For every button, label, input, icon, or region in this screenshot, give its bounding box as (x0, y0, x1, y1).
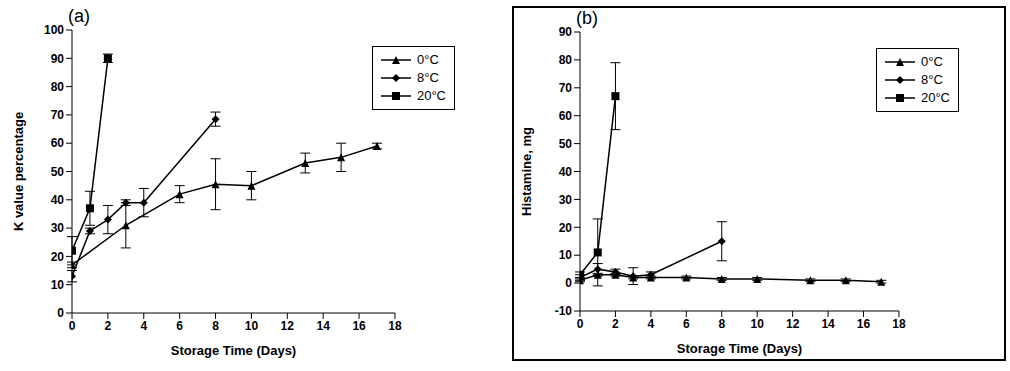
svg-text:70: 70 (559, 81, 573, 95)
svg-text:20: 20 (559, 221, 573, 235)
svg-text:8: 8 (212, 319, 219, 333)
html-text:0°C: 0°C (417, 52, 439, 67)
svg-text:Histamine, mg: Histamine, mg (519, 127, 534, 216)
svg-text:10: 10 (245, 319, 259, 333)
html-text:8°C: 8°C (921, 72, 943, 87)
svg-text:4: 4 (648, 317, 655, 331)
svg-text:4: 4 (140, 319, 147, 333)
svg-text:18: 18 (388, 319, 402, 333)
svg-text:0: 0 (577, 317, 584, 331)
svg-text:14: 14 (317, 319, 331, 333)
svg-text:12: 12 (281, 319, 295, 333)
svg-text:90: 90 (51, 52, 65, 66)
svg-text:0: 0 (57, 306, 64, 320)
svg-text:Storage Time (Days): Storage Time (Days) (677, 341, 802, 356)
svg-text:40: 40 (559, 165, 573, 179)
svg-text:100: 100 (44, 23, 64, 37)
svg-text:60: 60 (51, 136, 65, 150)
svg-text:6: 6 (683, 317, 690, 331)
svg-text:30: 30 (51, 221, 65, 235)
svg-text:60: 60 (559, 109, 573, 123)
svg-text:16: 16 (857, 317, 871, 331)
html-text:(a): (a) (68, 6, 90, 26)
svg-text:6: 6 (176, 319, 183, 333)
svg-text:0: 0 (69, 319, 76, 333)
html-text:0°C: 0°C (921, 54, 943, 69)
svg-text:16: 16 (352, 319, 366, 333)
svg-text:8: 8 (718, 317, 725, 331)
svg-text:18: 18 (892, 317, 906, 331)
svg-text:12: 12 (786, 317, 800, 331)
html-text:20°C: 20°C (921, 90, 950, 105)
html-text:(b): (b) (576, 8, 598, 28)
svg-text:80: 80 (51, 80, 65, 94)
svg-text:10: 10 (51, 278, 65, 292)
svg-text:10: 10 (559, 248, 573, 262)
svg-text:90: 90 (559, 25, 573, 39)
svg-text:40: 40 (51, 193, 65, 207)
svg-text:30: 30 (559, 193, 573, 207)
svg-text:50: 50 (559, 137, 573, 151)
svg-text:50: 50 (51, 165, 65, 179)
svg-text:10: 10 (751, 317, 765, 331)
html-text:20°C: 20°C (417, 88, 446, 103)
svg-text:K value percentage: K value percentage (11, 112, 26, 231)
svg-text:80: 80 (559, 53, 573, 67)
svg-text:70: 70 (51, 108, 65, 122)
svg-text:-10: -10 (555, 304, 573, 318)
svg-text:14: 14 (821, 317, 835, 331)
svg-text:2: 2 (105, 319, 112, 333)
svg-text:0: 0 (565, 276, 572, 290)
svg-text:2: 2 (612, 317, 619, 331)
html-text:8°C: 8°C (417, 70, 439, 85)
svg-text:Storage Time (Days): Storage Time (Days) (171, 343, 296, 358)
svg-text:20: 20 (51, 250, 65, 264)
